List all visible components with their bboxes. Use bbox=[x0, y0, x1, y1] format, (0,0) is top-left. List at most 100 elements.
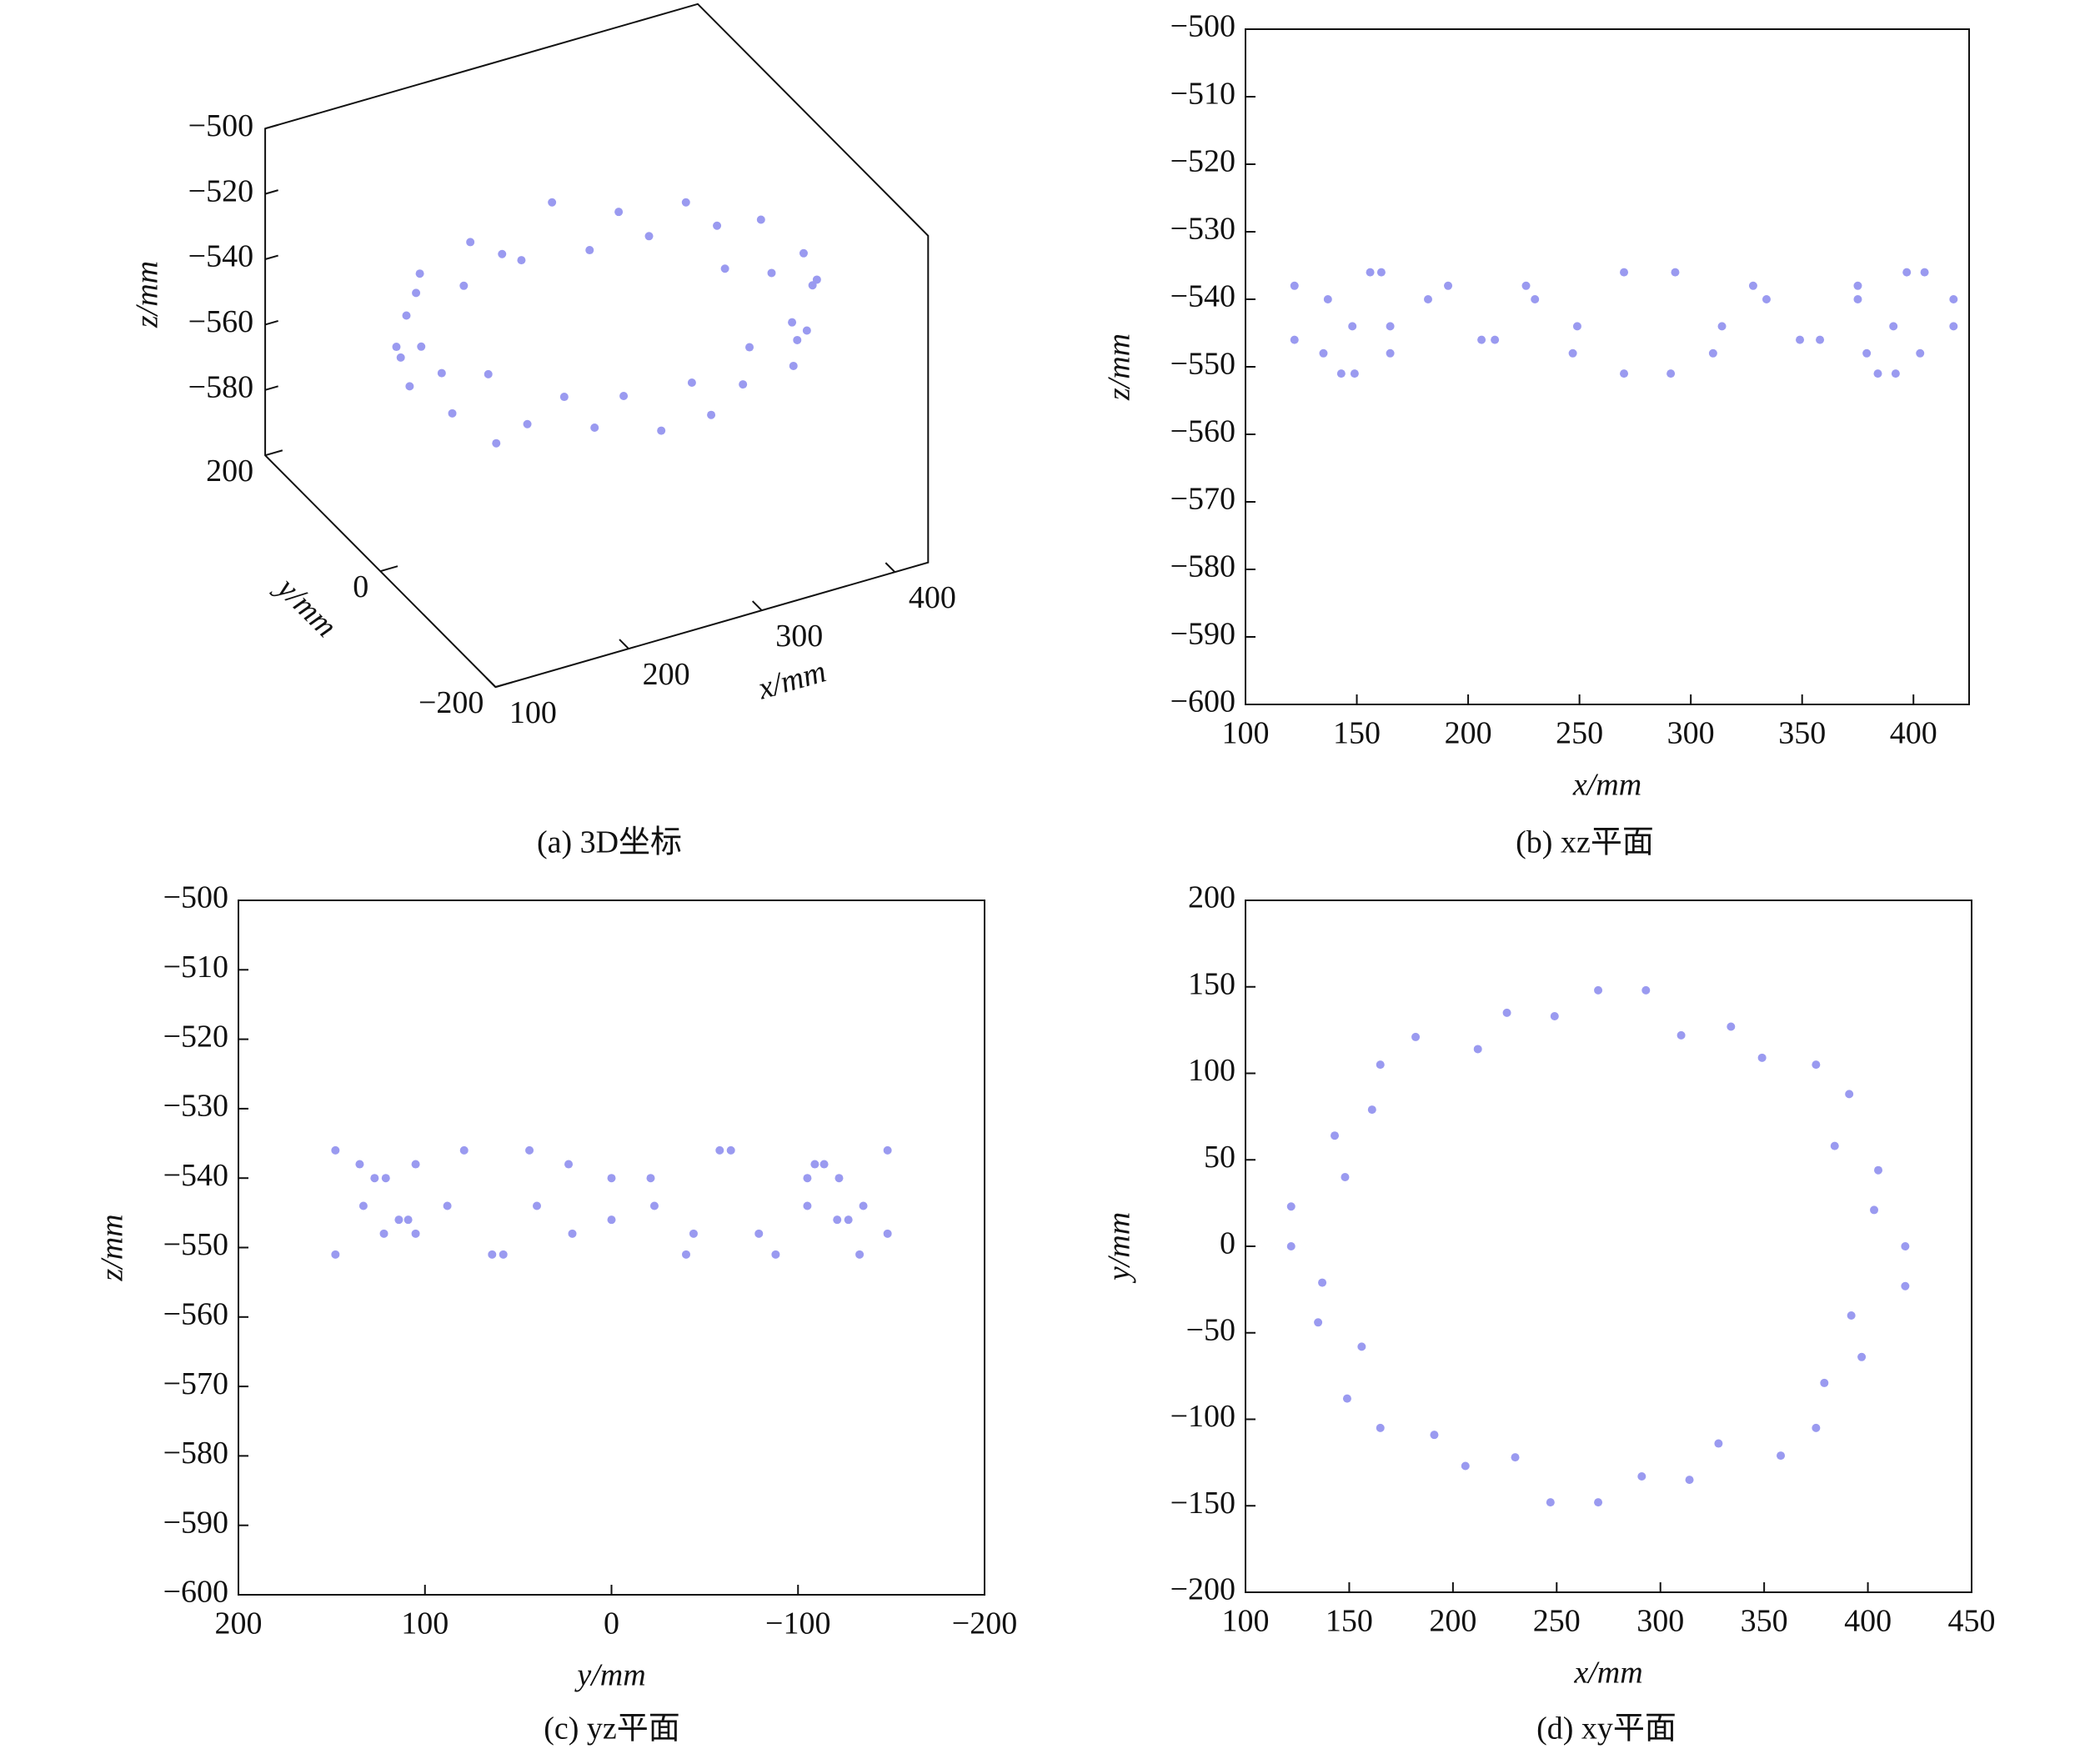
plot-frame bbox=[238, 900, 985, 1596]
z-tick bbox=[264, 123, 278, 130]
point bbox=[564, 1160, 574, 1169]
x-tick-label: 200 bbox=[1445, 716, 1492, 751]
point bbox=[789, 361, 798, 370]
point bbox=[1708, 348, 1717, 358]
point bbox=[1853, 281, 1862, 290]
point bbox=[793, 335, 802, 344]
point bbox=[745, 343, 754, 352]
x-tick-label: 400 bbox=[1890, 716, 1937, 751]
y-tick-label: −50 bbox=[1186, 1312, 1235, 1347]
point bbox=[799, 248, 808, 258]
x-tick-label: 200 bbox=[215, 1606, 263, 1641]
point bbox=[405, 382, 414, 391]
point bbox=[1845, 1090, 1854, 1099]
point bbox=[1511, 1453, 1520, 1462]
point bbox=[417, 342, 426, 351]
y-tick-label: −570 bbox=[163, 1366, 228, 1401]
x-tick-label: 300 bbox=[1636, 1604, 1684, 1639]
x-tick-label: 150 bbox=[1326, 1604, 1373, 1639]
x-tick bbox=[885, 562, 896, 573]
point bbox=[548, 198, 557, 207]
point bbox=[1546, 1498, 1555, 1507]
point bbox=[715, 1145, 724, 1155]
point bbox=[1290, 335, 1299, 344]
point bbox=[1386, 348, 1395, 358]
y-axis-label: y/mm bbox=[1102, 1212, 1137, 1284]
y-tick-label: −580 bbox=[1170, 549, 1235, 584]
point bbox=[739, 380, 748, 389]
point bbox=[381, 1174, 390, 1183]
y-axis-label: y/mm bbox=[268, 569, 344, 644]
z-axis-label: z/mm bbox=[130, 261, 165, 328]
point bbox=[1342, 1394, 1351, 1403]
point bbox=[689, 1229, 698, 1238]
point bbox=[1920, 268, 1929, 277]
x-tick-label: 250 bbox=[1556, 716, 1603, 751]
y-tick-label: −590 bbox=[163, 1505, 228, 1540]
point bbox=[754, 1229, 764, 1238]
point bbox=[1348, 322, 1357, 331]
x-axis-label: y/mm bbox=[574, 1658, 645, 1693]
point bbox=[607, 1174, 616, 1183]
point bbox=[767, 268, 776, 278]
y-tick bbox=[495, 681, 514, 689]
point bbox=[1331, 1131, 1340, 1140]
point bbox=[525, 1145, 534, 1155]
y-tick-label: −540 bbox=[163, 1158, 228, 1193]
x-tick-label: 100 bbox=[1222, 1604, 1270, 1639]
point bbox=[883, 1229, 892, 1238]
point bbox=[1473, 1045, 1482, 1054]
x-tick-label: 300 bbox=[1667, 716, 1715, 751]
point bbox=[713, 221, 722, 230]
y-tick-label: 150 bbox=[1188, 966, 1235, 1001]
point bbox=[1366, 268, 1375, 277]
x-tick-label: −100 bbox=[765, 1606, 830, 1641]
point bbox=[590, 423, 599, 433]
point bbox=[810, 1160, 819, 1169]
point bbox=[834, 1174, 844, 1183]
point bbox=[646, 1174, 655, 1183]
point bbox=[726, 1145, 735, 1155]
point bbox=[1666, 369, 1676, 378]
point bbox=[1521, 281, 1531, 290]
point bbox=[681, 198, 690, 207]
point bbox=[331, 1250, 340, 1259]
axes-box bbox=[264, 3, 930, 689]
point bbox=[517, 256, 526, 265]
y-tick-label: −530 bbox=[163, 1089, 228, 1124]
caption: (c) yz平面 bbox=[544, 1711, 680, 1746]
point bbox=[1812, 1060, 1821, 1070]
point bbox=[533, 1201, 541, 1210]
point bbox=[1550, 1012, 1559, 1021]
y-tick-label: −600 bbox=[1170, 684, 1235, 719]
z-tick bbox=[264, 189, 278, 195]
y-tick-label: 200 bbox=[1188, 880, 1235, 915]
point bbox=[1816, 335, 1825, 344]
y-tick-label: −510 bbox=[163, 950, 228, 985]
point bbox=[1873, 369, 1882, 378]
point bbox=[802, 326, 811, 335]
point bbox=[1318, 1278, 1327, 1287]
point bbox=[523, 419, 532, 428]
point bbox=[498, 249, 507, 258]
z-tick-label: −520 bbox=[188, 173, 253, 208]
point bbox=[1748, 281, 1757, 290]
point bbox=[1853, 295, 1862, 303]
point bbox=[883, 1145, 892, 1155]
y-tick-label: −150 bbox=[1170, 1486, 1235, 1521]
x-tick-label: 400 bbox=[1844, 1604, 1892, 1639]
point bbox=[771, 1250, 780, 1259]
x-axis-label: x/mm bbox=[754, 654, 830, 706]
x-tick-label: 300 bbox=[775, 619, 823, 654]
point bbox=[411, 1160, 420, 1169]
point bbox=[1949, 322, 1958, 331]
x-tick-label: −200 bbox=[952, 1606, 1017, 1641]
x-tick-label: 100 bbox=[509, 695, 557, 730]
point bbox=[1286, 1202, 1296, 1211]
point bbox=[1671, 268, 1680, 277]
point bbox=[370, 1174, 379, 1183]
point bbox=[644, 232, 654, 241]
point bbox=[1314, 1318, 1323, 1327]
point bbox=[1676, 1030, 1686, 1040]
